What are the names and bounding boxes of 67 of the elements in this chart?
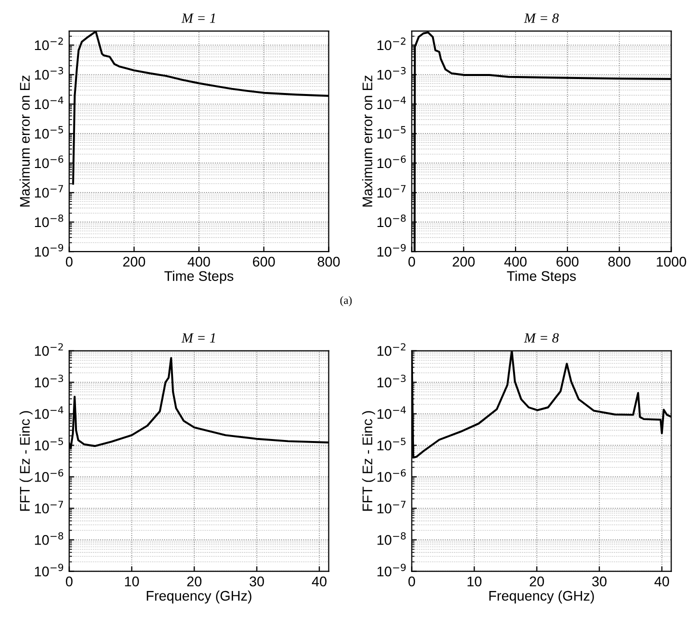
x-tick-label: 0 [408,576,416,586]
y-tick-label: 10$^{−6}$ [378,155,406,168]
y-tick-label: 10$^{−3}$ [34,374,64,388]
y-axis-title: Maximum error on Ez [20,76,30,207]
chart-title: M = 1 [181,333,215,342]
text: (a) [340,296,352,306]
chart-title: M = 8 [524,333,559,343]
x-axis-title: Time Steps [164,270,234,284]
x-tick-label: 10 [468,576,482,586]
y-tick-label: 10$^{−5}$ [34,126,63,139]
x-tick-label: 20 [530,576,544,586]
y-tick-label: 10$^{−4}$ [34,406,64,419]
y-tick-label: 10$^{−8}$ [34,214,64,228]
chart-title: M = 8 [524,13,559,23]
y-tick-label: 10$^{−4}$ [378,96,406,110]
y-tick-label: 10$^{−3}$ [378,67,406,80]
y-tick-label: 10$^{−4}$ [378,406,406,419]
x-tick-label: 30 [592,576,607,586]
y-tick-label: 10$^{−9}$ [378,244,406,257]
y-tick-label: 10$^{−6}$ [34,469,64,482]
y-tick-label: 10$^{−4}$ [34,96,64,110]
chart-title: M = 1 [181,14,215,23]
y-tick-label: 10$^{−2}$ [34,343,63,356]
line-series [414,31,672,252]
x-tick-label: 400 [504,256,527,267]
x-axis-title: Time Steps [506,270,576,284]
x-tick-label: 200 [123,256,146,267]
y-tick-label: 10$^{−5}$ [378,438,406,450]
x-tick-label: 800 [318,256,340,267]
x-tick-label: 800 [608,256,630,267]
x-tick-label: 10 [125,576,139,586]
y-tick-label: 10$^{−9}$ [378,564,406,576]
y-tick-label: 10$^{−7}$ [378,185,406,198]
y-axis-title: FFT ( Ez - Einc ) [20,411,33,511]
y-tick-label: 10$^{−8}$ [378,532,406,545]
x-tick-label: 400 [188,256,210,267]
y-tick-label: 10$^{−7}$ [378,500,406,514]
y-tick-label: 10$^{−2}$ [378,38,406,50]
y-tick-label: 10$^{−9}$ [34,244,64,257]
y-tick-label: 10$^{−2}$ [34,38,63,50]
x-tick-label: 0 [408,256,416,267]
y-tick-label: 10$^{−7}$ [34,185,64,198]
x-tick-label: 30 [250,576,264,586]
y-tick-label: 10$^{−6}$ [34,155,64,168]
y-axis-title: FFT ( Ez - Einc ) [362,411,376,511]
x-tick-label: 600 [556,256,578,267]
x-axis-title: Frequency (GHz) [489,590,594,604]
x-tick-label: 20 [187,576,202,586]
x-tick-label: 40 [312,576,326,586]
x-tick-label: 0 [66,576,73,586]
x-axis-title: Frequency (GHz) [146,590,252,604]
y-axis-title: Maximum error on Ez [362,76,372,207]
y-tick-label: 10$^{−3}$ [378,374,406,388]
x-tick-label: 600 [252,256,275,267]
x-tick-label: 1000 [656,256,686,267]
y-tick-label: 10$^{−8}$ [34,532,64,545]
y-tick-label: 10$^{−2}$ [378,343,406,356]
y-tick-label: 10$^{−5}$ [34,438,63,450]
y-tick-label: 10$^{−5}$ [378,126,406,139]
x-tick-label: 0 [66,256,73,267]
y-tick-label: 10$^{−8}$ [378,214,406,228]
y-tick-label: 10$^{−9}$ [34,564,64,576]
y-tick-label: 10$^{−6}$ [378,469,406,482]
x-tick-label: 40 [654,576,670,586]
y-tick-label: 10$^{−7}$ [34,500,64,514]
x-tick-label: 200 [452,256,475,267]
y-tick-label: 10$^{−3}$ [34,67,64,80]
